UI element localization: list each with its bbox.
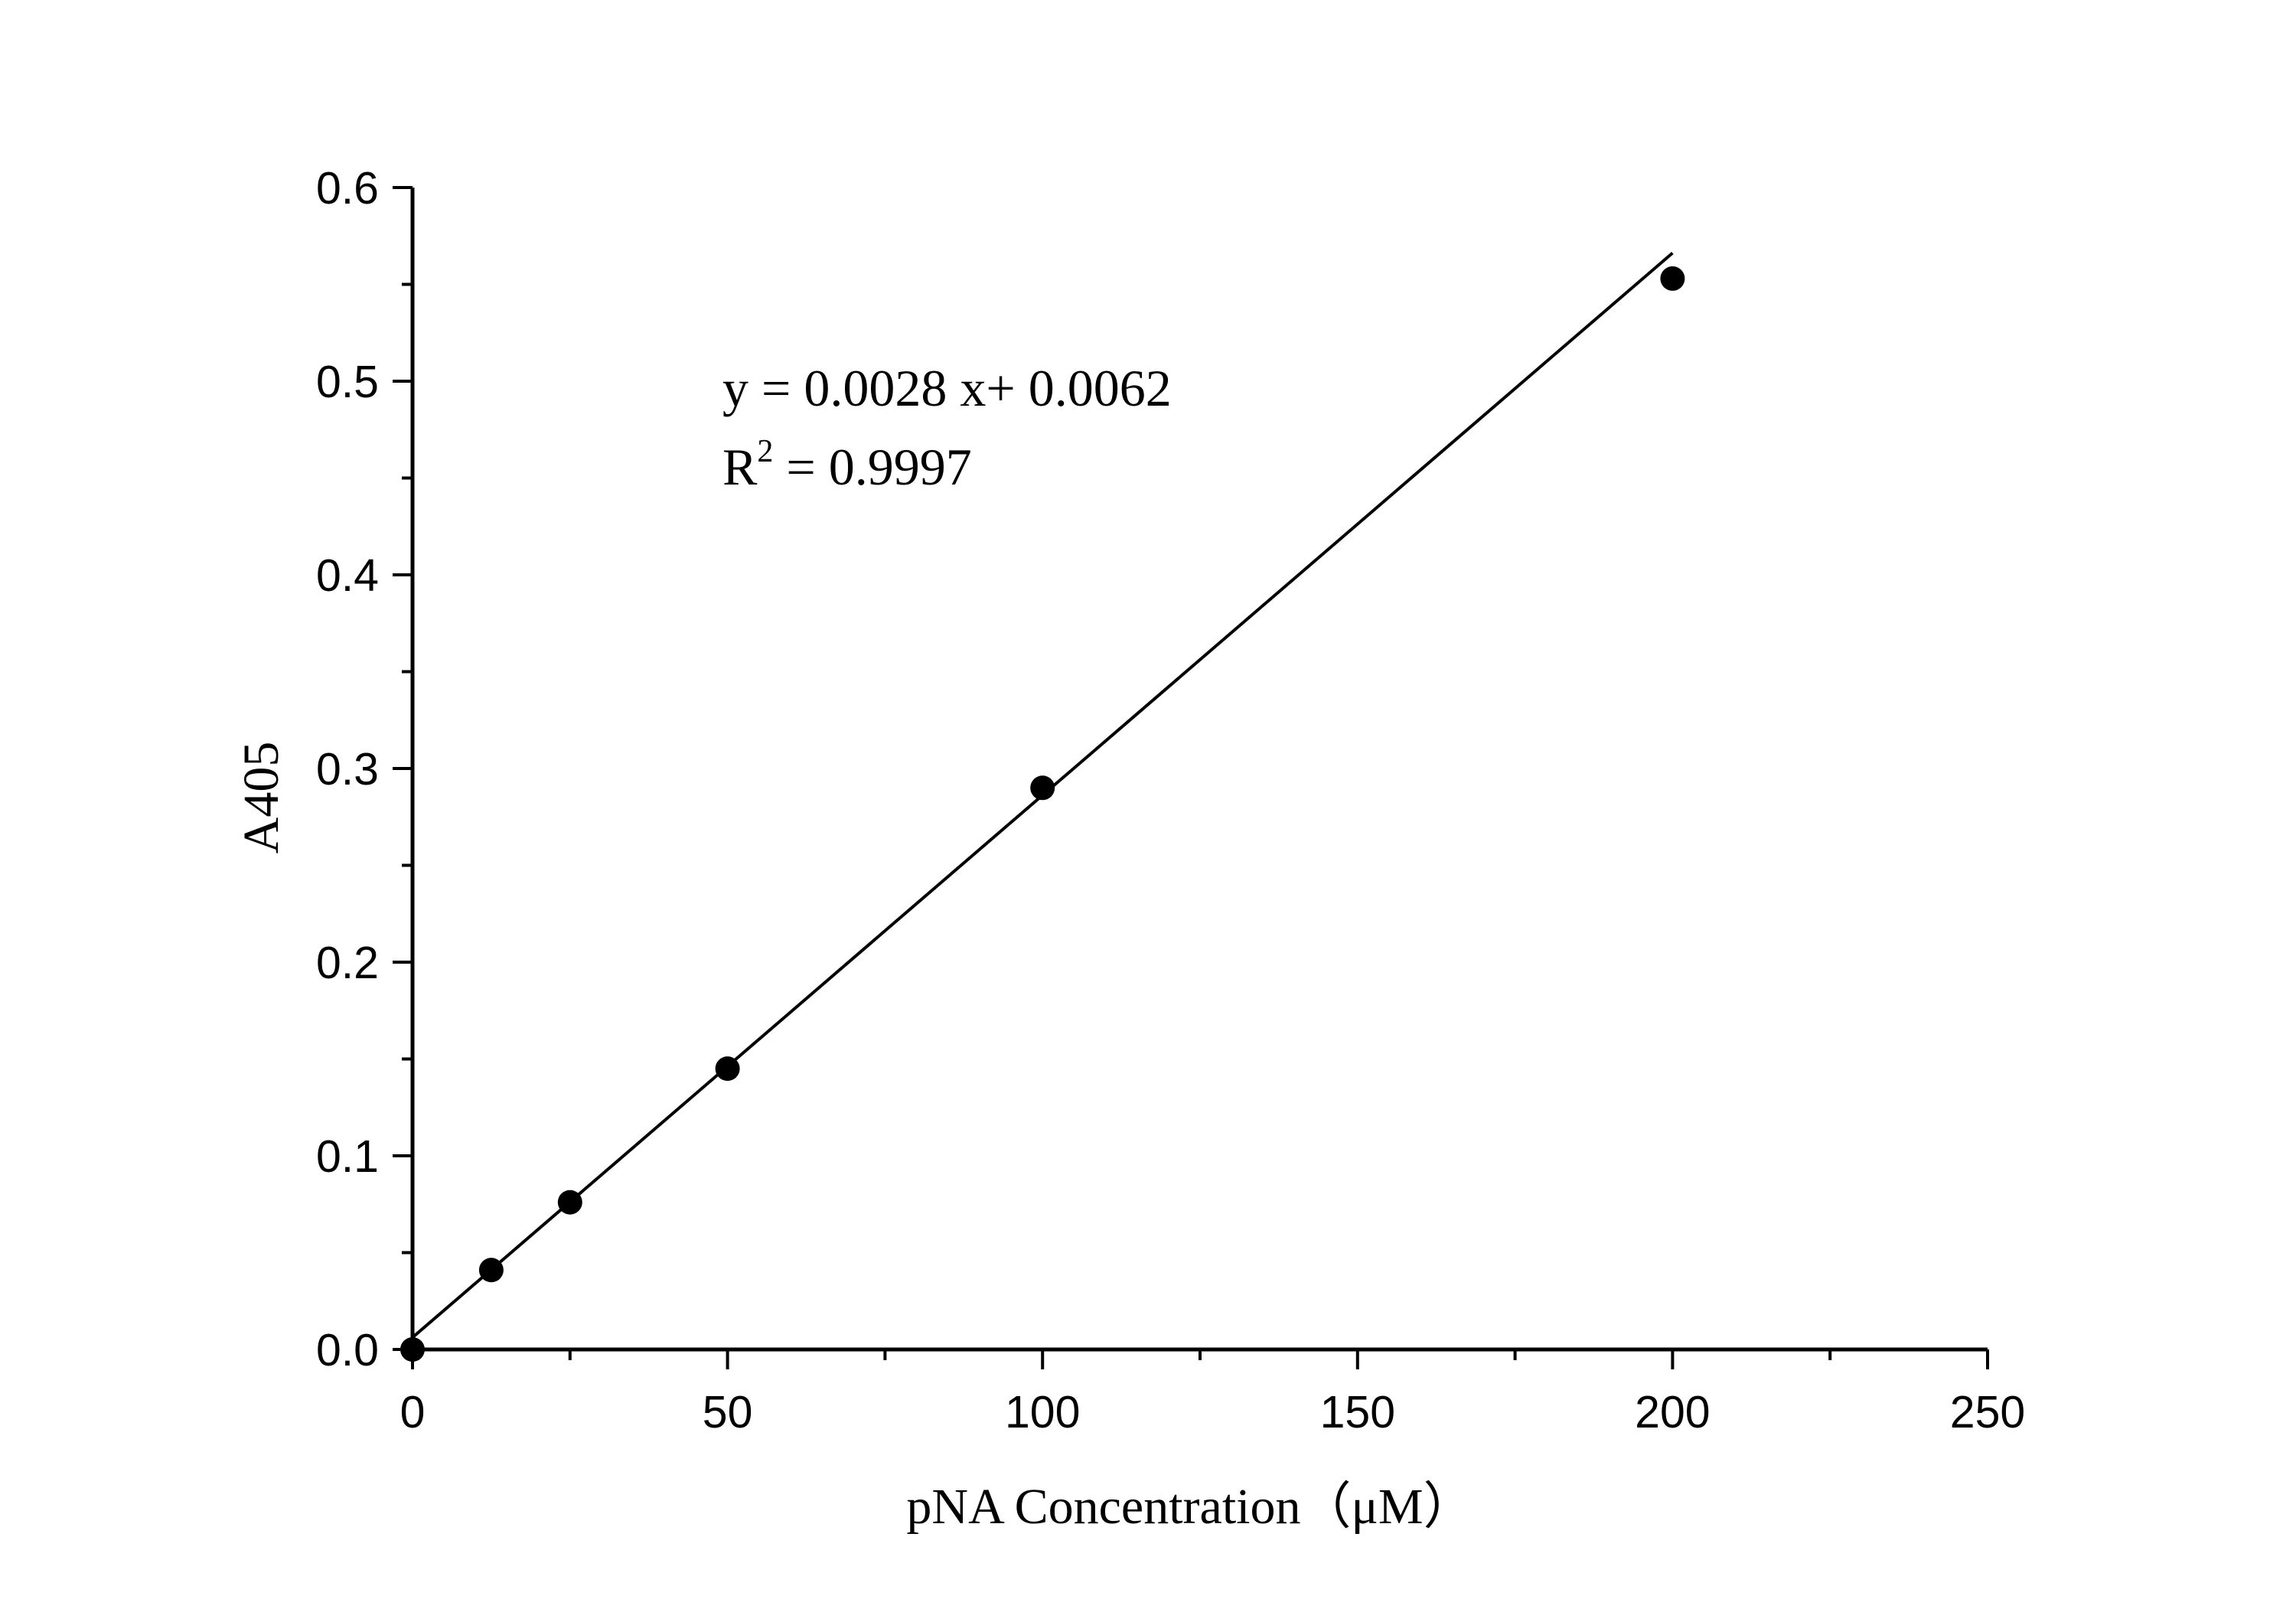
data-point — [400, 1337, 425, 1362]
y-tick-label: 0.2 — [316, 938, 379, 988]
data-point — [715, 1056, 740, 1082]
ticks: 0 50 100 150 200 250 0.0 0.1 0.2 0.3 0.4 0.5 0.6 — [316, 163, 2025, 1437]
x-tick-label: 150 — [1320, 1387, 1395, 1437]
data-point — [1030, 775, 1055, 801]
axes — [410, 188, 1988, 1352]
data-points — [400, 266, 1685, 1362]
y-tick-label: 0.4 — [316, 550, 379, 601]
y-tick-label: 0.6 — [316, 163, 379, 214]
x-tick-label: 0 — [400, 1387, 426, 1437]
y-tick-label: 0.3 — [316, 744, 379, 795]
x-tick-label: 50 — [703, 1387, 753, 1437]
y-axis-title: A405 — [233, 742, 289, 854]
y-tick-label: 0.5 — [316, 357, 379, 407]
x-tick-label: 200 — [1635, 1387, 1710, 1437]
x-tick-label: 100 — [1005, 1387, 1080, 1437]
x-tick-label: 250 — [1950, 1387, 2025, 1437]
x-axis-title: pNA Concentration（μM） — [906, 1479, 1473, 1535]
data-point — [1660, 266, 1685, 291]
r-squared-annotation: R2 = 0.9997 — [722, 434, 972, 496]
y-tick-label: 0.0 — [316, 1325, 379, 1375]
equation-annotation: y = 0.0028 x+ 0.0062 — [722, 359, 1172, 417]
data-point — [557, 1189, 582, 1215]
y-tick-label: 0.1 — [316, 1131, 379, 1182]
data-point — [478, 1258, 504, 1283]
